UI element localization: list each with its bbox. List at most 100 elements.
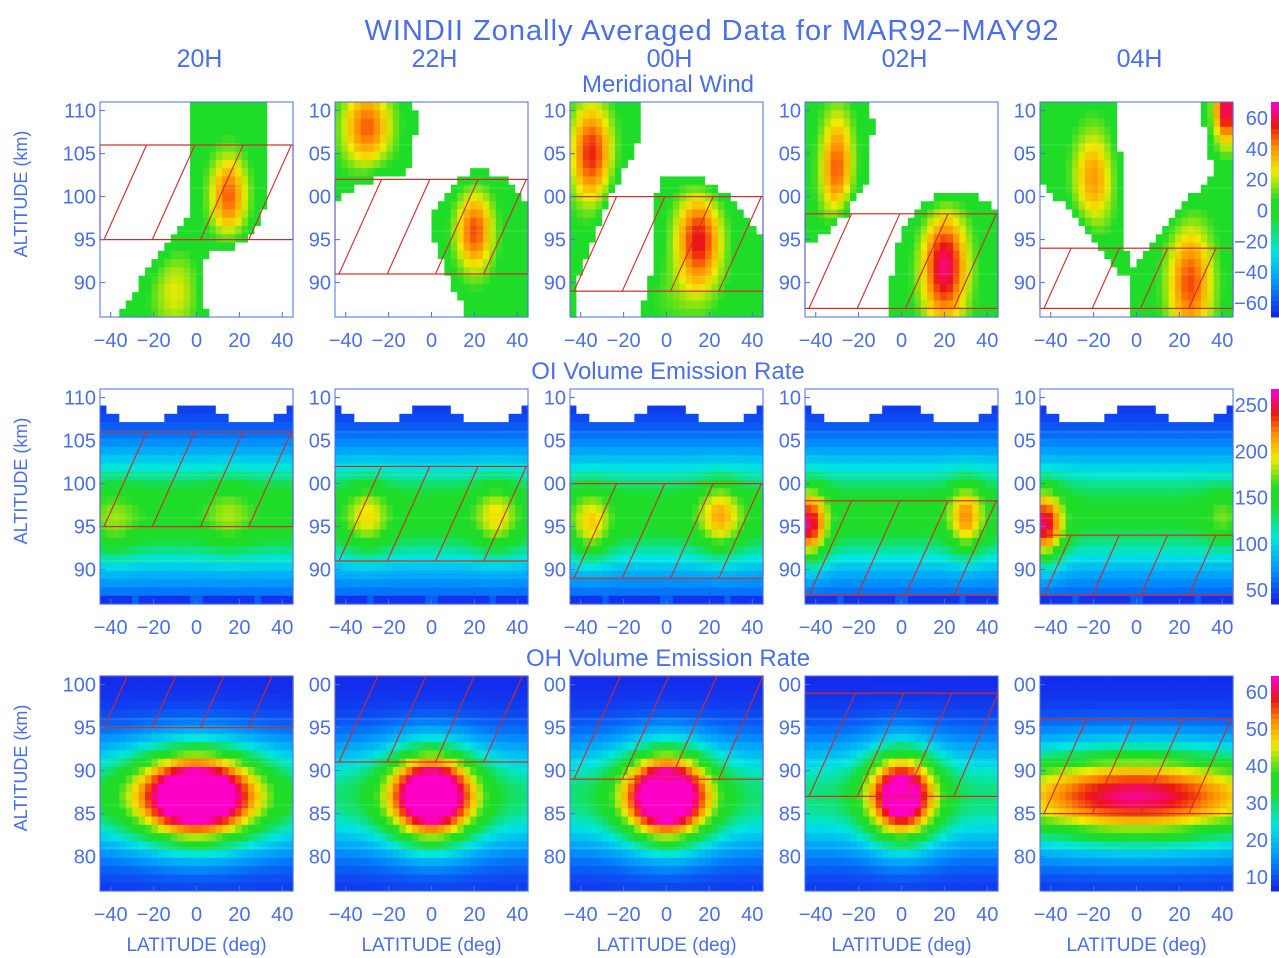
heat-cell: [228, 209, 236, 219]
heat-cell: [138, 479, 146, 489]
heat-cell: [286, 438, 294, 448]
heat-cell: [705, 250, 713, 260]
heat-cell: [418, 308, 426, 318]
heat-cell: [280, 308, 288, 318]
heat-cell: [190, 259, 198, 268]
heat-cell: [367, 217, 375, 227]
heat-cell: [183, 275, 191, 285]
heat-cell: [286, 102, 294, 111]
heat-cell: [273, 537, 281, 547]
heat-cell: [157, 595, 165, 605]
heat-cell: [360, 143, 368, 153]
heat-cell: [805, 151, 813, 161]
heat-cell: [1085, 308, 1093, 318]
heat-cell: [1220, 259, 1228, 268]
heat-cell: [190, 308, 198, 318]
heat-cell: [933, 151, 941, 161]
heat-cell: [457, 226, 465, 235]
heat-cell: [196, 471, 204, 481]
heat-cell: [502, 217, 510, 227]
heat-cell: [260, 529, 268, 539]
heat-cell: [1046, 308, 1054, 318]
heat-cell: [183, 479, 191, 489]
heat-cell: [260, 579, 268, 589]
heat-cell: [1117, 201, 1125, 211]
heat-cell: [215, 267, 223, 277]
heat-cell: [1207, 259, 1215, 268]
heat-cell: [991, 118, 999, 128]
heat-cell: [222, 267, 230, 277]
heat-cell: [679, 135, 687, 144]
heat-cell: [991, 292, 999, 302]
heat-cell: [862, 226, 870, 235]
heat-cell: [267, 226, 275, 235]
heat-cell: [495, 176, 503, 186]
heat-cell: [215, 521, 223, 531]
heat-cell: [985, 159, 993, 169]
heat-cell: [202, 479, 210, 489]
heat-cell: [1072, 118, 1080, 128]
heat-cell: [151, 446, 159, 456]
heat-cell: [1187, 201, 1195, 211]
heat-cell: [811, 217, 819, 227]
heat-cell: [202, 562, 210, 572]
heat-cell: [901, 292, 909, 302]
heat-cell: [254, 496, 262, 506]
heat-cell: [888, 110, 896, 120]
heat-cell: [260, 413, 268, 423]
heat-cell: [209, 102, 217, 111]
heat-cell: [151, 118, 159, 128]
heat-cell: [100, 126, 108, 136]
heat-cell: [920, 275, 928, 285]
heat-cell: [267, 430, 275, 440]
heat-cell: [1142, 292, 1150, 302]
heat-cell: [450, 126, 458, 136]
heat-cell: [717, 242, 725, 252]
heat-cell: [273, 587, 281, 597]
heat-cell: [444, 283, 452, 293]
y-tick-label: 05: [779, 144, 801, 166]
heat-cell: [202, 151, 210, 161]
heat-cell: [235, 405, 243, 415]
heat-cell: [875, 226, 883, 235]
heat-cell: [1046, 292, 1054, 302]
heat-cell: [209, 587, 217, 597]
heat-cell: [621, 176, 629, 186]
heat-cell: [418, 135, 426, 144]
heat-cell: [724, 118, 732, 128]
heat-cell: [869, 283, 877, 293]
heat-cell: [380, 118, 388, 128]
heat-cell: [112, 283, 120, 293]
heat-cell: [653, 159, 661, 169]
heat-cell: [1091, 135, 1099, 144]
heat-cell: [502, 102, 510, 111]
heat-cell: [190, 595, 198, 605]
heat-cell: [1097, 151, 1105, 161]
heat-cell: [985, 300, 993, 310]
heat-cell: [235, 579, 243, 589]
heat-cell: [692, 192, 700, 202]
heat-cell: [157, 438, 165, 448]
heat-cell: [431, 283, 439, 293]
heat-cell: [717, 250, 725, 260]
heat-cell: [145, 562, 153, 572]
heat-cell: [209, 168, 217, 178]
heat-cell: [837, 110, 845, 120]
heat-cell: [1072, 126, 1080, 136]
heat-cell: [254, 176, 262, 186]
heat-cell: [151, 570, 159, 580]
heat-cell: [730, 300, 738, 310]
heat-cell: [1052, 250, 1060, 260]
heat-cell: [399, 143, 407, 153]
heat-cell: [946, 217, 954, 227]
heat-cell: [392, 226, 400, 235]
colorbar-segment: [1271, 123, 1279, 130]
heat-cell: [521, 201, 529, 211]
heat-cell: [888, 250, 896, 260]
heat-cell: [100, 587, 108, 597]
heat-cell: [1168, 226, 1176, 235]
heat-cell: [132, 250, 140, 260]
heat-cell: [119, 143, 127, 153]
heat-cell: [1065, 275, 1073, 285]
heat-cell: [347, 259, 355, 268]
